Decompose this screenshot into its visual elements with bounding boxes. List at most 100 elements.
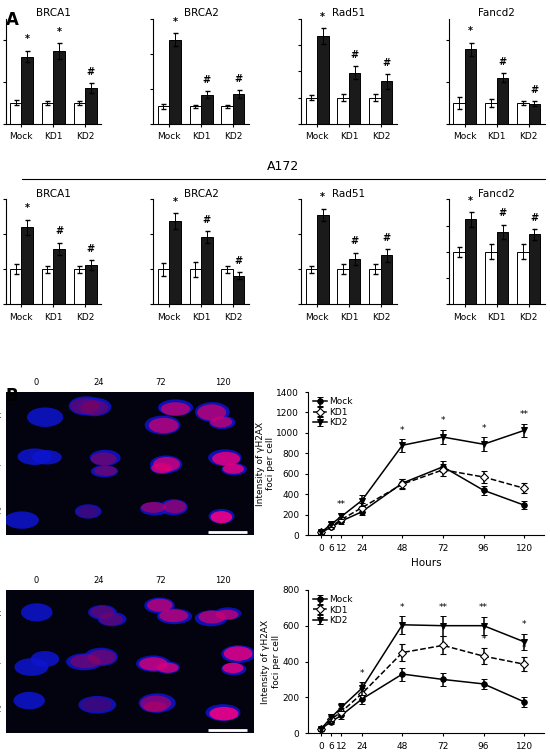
Ellipse shape xyxy=(18,448,52,465)
Text: *: * xyxy=(441,417,446,426)
Ellipse shape xyxy=(214,608,241,620)
Ellipse shape xyxy=(100,614,123,626)
Text: #: # xyxy=(498,56,507,67)
Text: KD2: KD2 xyxy=(0,705,2,714)
X-axis label: Hours: Hours xyxy=(411,558,442,569)
Bar xyxy=(317,215,328,305)
Y-axis label: Intensity of γH2AX
foci per cell: Intensity of γH2AX foci per cell xyxy=(261,620,280,704)
Text: 120: 120 xyxy=(215,378,231,387)
Ellipse shape xyxy=(208,509,234,523)
Bar xyxy=(497,232,508,305)
Bar xyxy=(370,269,381,305)
Text: #: # xyxy=(203,75,211,85)
Bar xyxy=(529,235,540,305)
Ellipse shape xyxy=(14,692,45,709)
Bar xyxy=(6,638,68,685)
Ellipse shape xyxy=(143,702,167,712)
Ellipse shape xyxy=(223,464,244,474)
Bar xyxy=(68,590,130,638)
Text: *: * xyxy=(320,12,325,22)
Ellipse shape xyxy=(159,609,188,622)
Bar xyxy=(485,103,497,124)
Text: KD2: KD2 xyxy=(0,507,2,516)
Bar xyxy=(192,487,254,535)
Ellipse shape xyxy=(163,500,186,514)
Ellipse shape xyxy=(216,610,238,620)
Bar xyxy=(42,103,53,124)
Text: A: A xyxy=(6,11,18,29)
Bar xyxy=(465,49,476,124)
Bar xyxy=(130,638,192,685)
Ellipse shape xyxy=(155,661,180,674)
Text: *: * xyxy=(360,669,364,678)
Ellipse shape xyxy=(210,417,232,427)
Text: 120: 120 xyxy=(215,576,231,585)
Bar xyxy=(169,40,180,124)
Bar xyxy=(201,237,212,305)
Ellipse shape xyxy=(90,606,114,618)
Bar xyxy=(306,269,317,305)
Bar xyxy=(53,249,65,305)
Bar xyxy=(68,638,130,685)
Ellipse shape xyxy=(21,603,53,621)
Bar xyxy=(192,590,254,638)
Ellipse shape xyxy=(31,651,59,667)
Ellipse shape xyxy=(150,456,182,473)
Text: #: # xyxy=(87,244,95,254)
Bar xyxy=(306,98,317,124)
Bar xyxy=(6,392,68,440)
Title: Fancd2: Fancd2 xyxy=(478,189,515,199)
Ellipse shape xyxy=(157,608,192,624)
Bar xyxy=(68,392,130,440)
Text: *: * xyxy=(481,424,486,433)
Bar xyxy=(233,275,244,305)
Text: Mock: Mock xyxy=(0,609,2,618)
Title: BRCA2: BRCA2 xyxy=(184,8,218,18)
Bar xyxy=(201,95,212,124)
Text: #: # xyxy=(530,85,538,95)
Text: **: ** xyxy=(479,603,488,612)
Text: *: * xyxy=(25,35,30,44)
Bar xyxy=(517,252,529,305)
Text: *: * xyxy=(400,426,405,435)
Ellipse shape xyxy=(91,453,117,465)
Bar xyxy=(317,36,328,124)
Text: **: ** xyxy=(438,602,448,611)
Bar xyxy=(190,106,201,124)
Ellipse shape xyxy=(88,650,116,665)
Ellipse shape xyxy=(88,605,117,620)
Bar xyxy=(21,227,33,305)
Bar xyxy=(10,103,21,124)
Text: KD1: KD1 xyxy=(0,657,2,666)
Bar xyxy=(338,269,349,305)
Bar xyxy=(6,590,68,638)
Text: #: # xyxy=(530,213,538,223)
Title: BRCA2: BRCA2 xyxy=(184,189,218,199)
Ellipse shape xyxy=(210,707,239,720)
Ellipse shape xyxy=(157,663,179,673)
Ellipse shape xyxy=(69,396,103,416)
Bar xyxy=(465,220,476,305)
Bar xyxy=(10,269,21,305)
Ellipse shape xyxy=(199,611,225,623)
Text: *: * xyxy=(172,197,178,207)
Text: *: * xyxy=(320,193,325,202)
Bar xyxy=(85,265,97,305)
Bar xyxy=(222,106,233,124)
Bar xyxy=(349,259,360,305)
Bar xyxy=(68,440,130,487)
Ellipse shape xyxy=(70,399,100,414)
Text: *: * xyxy=(400,602,405,611)
Bar xyxy=(42,269,53,305)
Bar xyxy=(233,94,244,124)
Bar xyxy=(192,685,254,733)
Ellipse shape xyxy=(90,450,120,465)
Ellipse shape xyxy=(91,465,118,478)
Bar xyxy=(68,487,130,535)
Ellipse shape xyxy=(27,408,63,427)
Bar xyxy=(74,269,85,305)
Ellipse shape xyxy=(221,663,246,675)
Title: Rad51: Rad51 xyxy=(332,8,366,18)
Ellipse shape xyxy=(140,696,171,711)
Text: #: # xyxy=(382,58,390,68)
